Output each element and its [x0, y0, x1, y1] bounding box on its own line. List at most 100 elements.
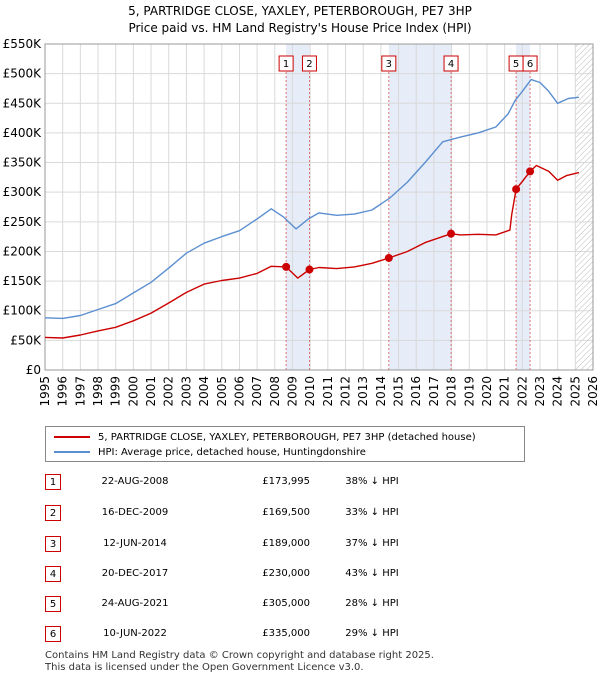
sale-point: [447, 229, 456, 238]
transaction-hpi: 29% ↓ HPI: [345, 628, 399, 639]
x-tick-label: 2018: [445, 376, 459, 407]
sale-label-box: [443, 55, 459, 72]
x-tick-label: 2016: [409, 376, 423, 407]
transaction-number: 5: [45, 596, 61, 612]
x-tick-label: 2020: [480, 376, 494, 407]
transaction-date: 12-JUN-2014: [103, 538, 167, 549]
sale-point: [282, 262, 291, 271]
x-tick-label: 1995: [38, 376, 52, 407]
sale-label-number: 5: [513, 59, 519, 70]
chart-legend: 5, PARTRIDGE CLOSE, YAXLEY, PETERBOROUGH…: [45, 426, 525, 462]
plot-frame: [44, 43, 594, 371]
shaded-period: [286, 44, 310, 370]
footer-copyright: Contains HM Land Registry data © Crown c…: [45, 650, 434, 661]
sale-label-box: [278, 55, 294, 72]
sale-label-number: 3: [386, 59, 392, 70]
sale-label-box: [301, 55, 317, 72]
shaded-period: [388, 44, 452, 370]
x-tick-label: 2017: [427, 376, 441, 407]
x-tick-label: 2004: [197, 376, 211, 407]
y-tick-label: £100K: [3, 304, 43, 318]
price-chart: 1 2 3 4 5 6 £0 £50K £100K £150K £200K £250K £300K £35…: [3, 37, 600, 407]
sale-point: [526, 167, 535, 176]
sale-label-number: 2: [306, 59, 312, 70]
x-tick-label: 2022: [515, 376, 529, 407]
x-tick-label: 2006: [232, 376, 246, 407]
transaction-row: 3 12-JUN-2014 £189,000 37% ↓ HPI: [45, 536, 465, 554]
transaction-price: £230,000: [262, 568, 310, 579]
transaction-number: 4: [45, 566, 61, 582]
sale-label-number: 1: [283, 59, 289, 70]
x-tick-label: 1996: [56, 376, 70, 407]
x-tick-label: 2023: [533, 376, 547, 407]
transaction-number: 6: [45, 626, 61, 642]
transaction-price: £189,000: [262, 538, 310, 549]
transaction-number: 3: [45, 536, 61, 552]
x-tick-label: 2007: [250, 376, 264, 407]
shaded-period: [516, 44, 531, 370]
y-tick-label: £250K: [3, 215, 43, 229]
y-tick-label: £400K: [3, 126, 43, 140]
y-tick-label: £150K: [3, 274, 43, 288]
x-tick-label: 2019: [462, 376, 476, 407]
legend-label-property: 5, PARTRIDGE CLOSE, YAXLEY, PETERBOROUGH…: [98, 431, 476, 443]
y-tick-label: £50K: [10, 333, 42, 347]
sale-point: [384, 253, 393, 262]
y-tick-label: £0: [26, 363, 41, 377]
transaction-row: 5 24-AUG-2021 £305,000 28% ↓ HPI: [45, 596, 465, 614]
sale-label-number: 4: [448, 59, 454, 70]
legend-label-hpi: HPI: Average price, detached house, Hunt…: [98, 446, 366, 458]
transaction-number: 1: [45, 474, 61, 490]
sale-label-box: [522, 55, 538, 72]
x-tick-label: 2000: [126, 376, 140, 407]
sale-point: [305, 265, 314, 274]
transaction-date: 16-DEC-2009: [101, 507, 169, 518]
sale-label-box: [381, 55, 397, 72]
x-tick-label: 2009: [285, 376, 299, 407]
x-tick-label: 2011: [321, 376, 335, 407]
y-tick-label: £550K: [3, 37, 43, 51]
x-tick-label: 2010: [303, 376, 317, 407]
footer-licence: This data is licensed under the Open Gov…: [45, 662, 364, 673]
x-tick-label: 2026: [586, 376, 600, 407]
y-tick-label: £350K: [3, 156, 43, 170]
transaction-price: £169,500: [262, 507, 310, 518]
series-group: [45, 78, 580, 339]
property-price-line: [45, 164, 580, 339]
transaction-date: 10-JUN-2022: [103, 628, 167, 639]
x-tick-label: 2015: [392, 376, 406, 407]
x-tick-label: 1997: [73, 376, 87, 407]
transaction-hpi: 37% ↓ HPI: [345, 538, 399, 549]
legend-swatch-property: [54, 436, 90, 438]
plot-area: [45, 44, 593, 370]
x-tick-label: 2001: [144, 376, 158, 407]
transaction-row: 2 16-DEC-2009 £169,500 33% ↓ HPI: [45, 505, 465, 523]
x-tick-label: 2021: [498, 376, 512, 407]
transaction-price: £173,995: [262, 476, 310, 487]
hpi-line: [45, 78, 579, 320]
y-tick-label: £500K: [3, 67, 43, 81]
sale-point: [512, 185, 521, 194]
transaction-price: £335,000: [262, 628, 310, 639]
transaction-date: 20-DEC-2017: [101, 568, 169, 579]
x-tick-label: 2024: [551, 376, 565, 407]
transaction-row: 6 10-JUN-2022 £335,000 29% ↓ HPI: [45, 626, 465, 644]
x-tick-label: 1998: [91, 376, 105, 407]
x-tick-label: 2012: [339, 376, 353, 407]
future-hatch: [575, 44, 593, 370]
transaction-date: 24-AUG-2021: [101, 598, 169, 609]
transaction-row: 1 22-AUG-2008 £173,995 38% ↓ HPI: [45, 474, 465, 492]
y-tick-label: £200K: [3, 244, 43, 258]
y-tick-label: £450K: [3, 96, 43, 110]
transaction-row: 4 20-DEC-2017 £230,000 43% ↓ HPI: [45, 566, 465, 584]
transaction-hpi: 43% ↓ HPI: [345, 568, 399, 579]
transaction-hpi: 38% ↓ HPI: [345, 476, 399, 487]
transaction-hpi: 33% ↓ HPI: [345, 507, 399, 518]
x-tick-label: 2013: [356, 376, 370, 407]
x-tick-label: 2025: [568, 376, 582, 407]
legend-swatch-hpi: [54, 451, 90, 453]
x-tick-label: 2003: [179, 376, 193, 407]
x-tick-label: 1999: [109, 376, 123, 407]
footer: Contains HM Land Registry data © Crown c…: [45, 650, 434, 674]
sale-label-number: 6: [527, 59, 533, 70]
